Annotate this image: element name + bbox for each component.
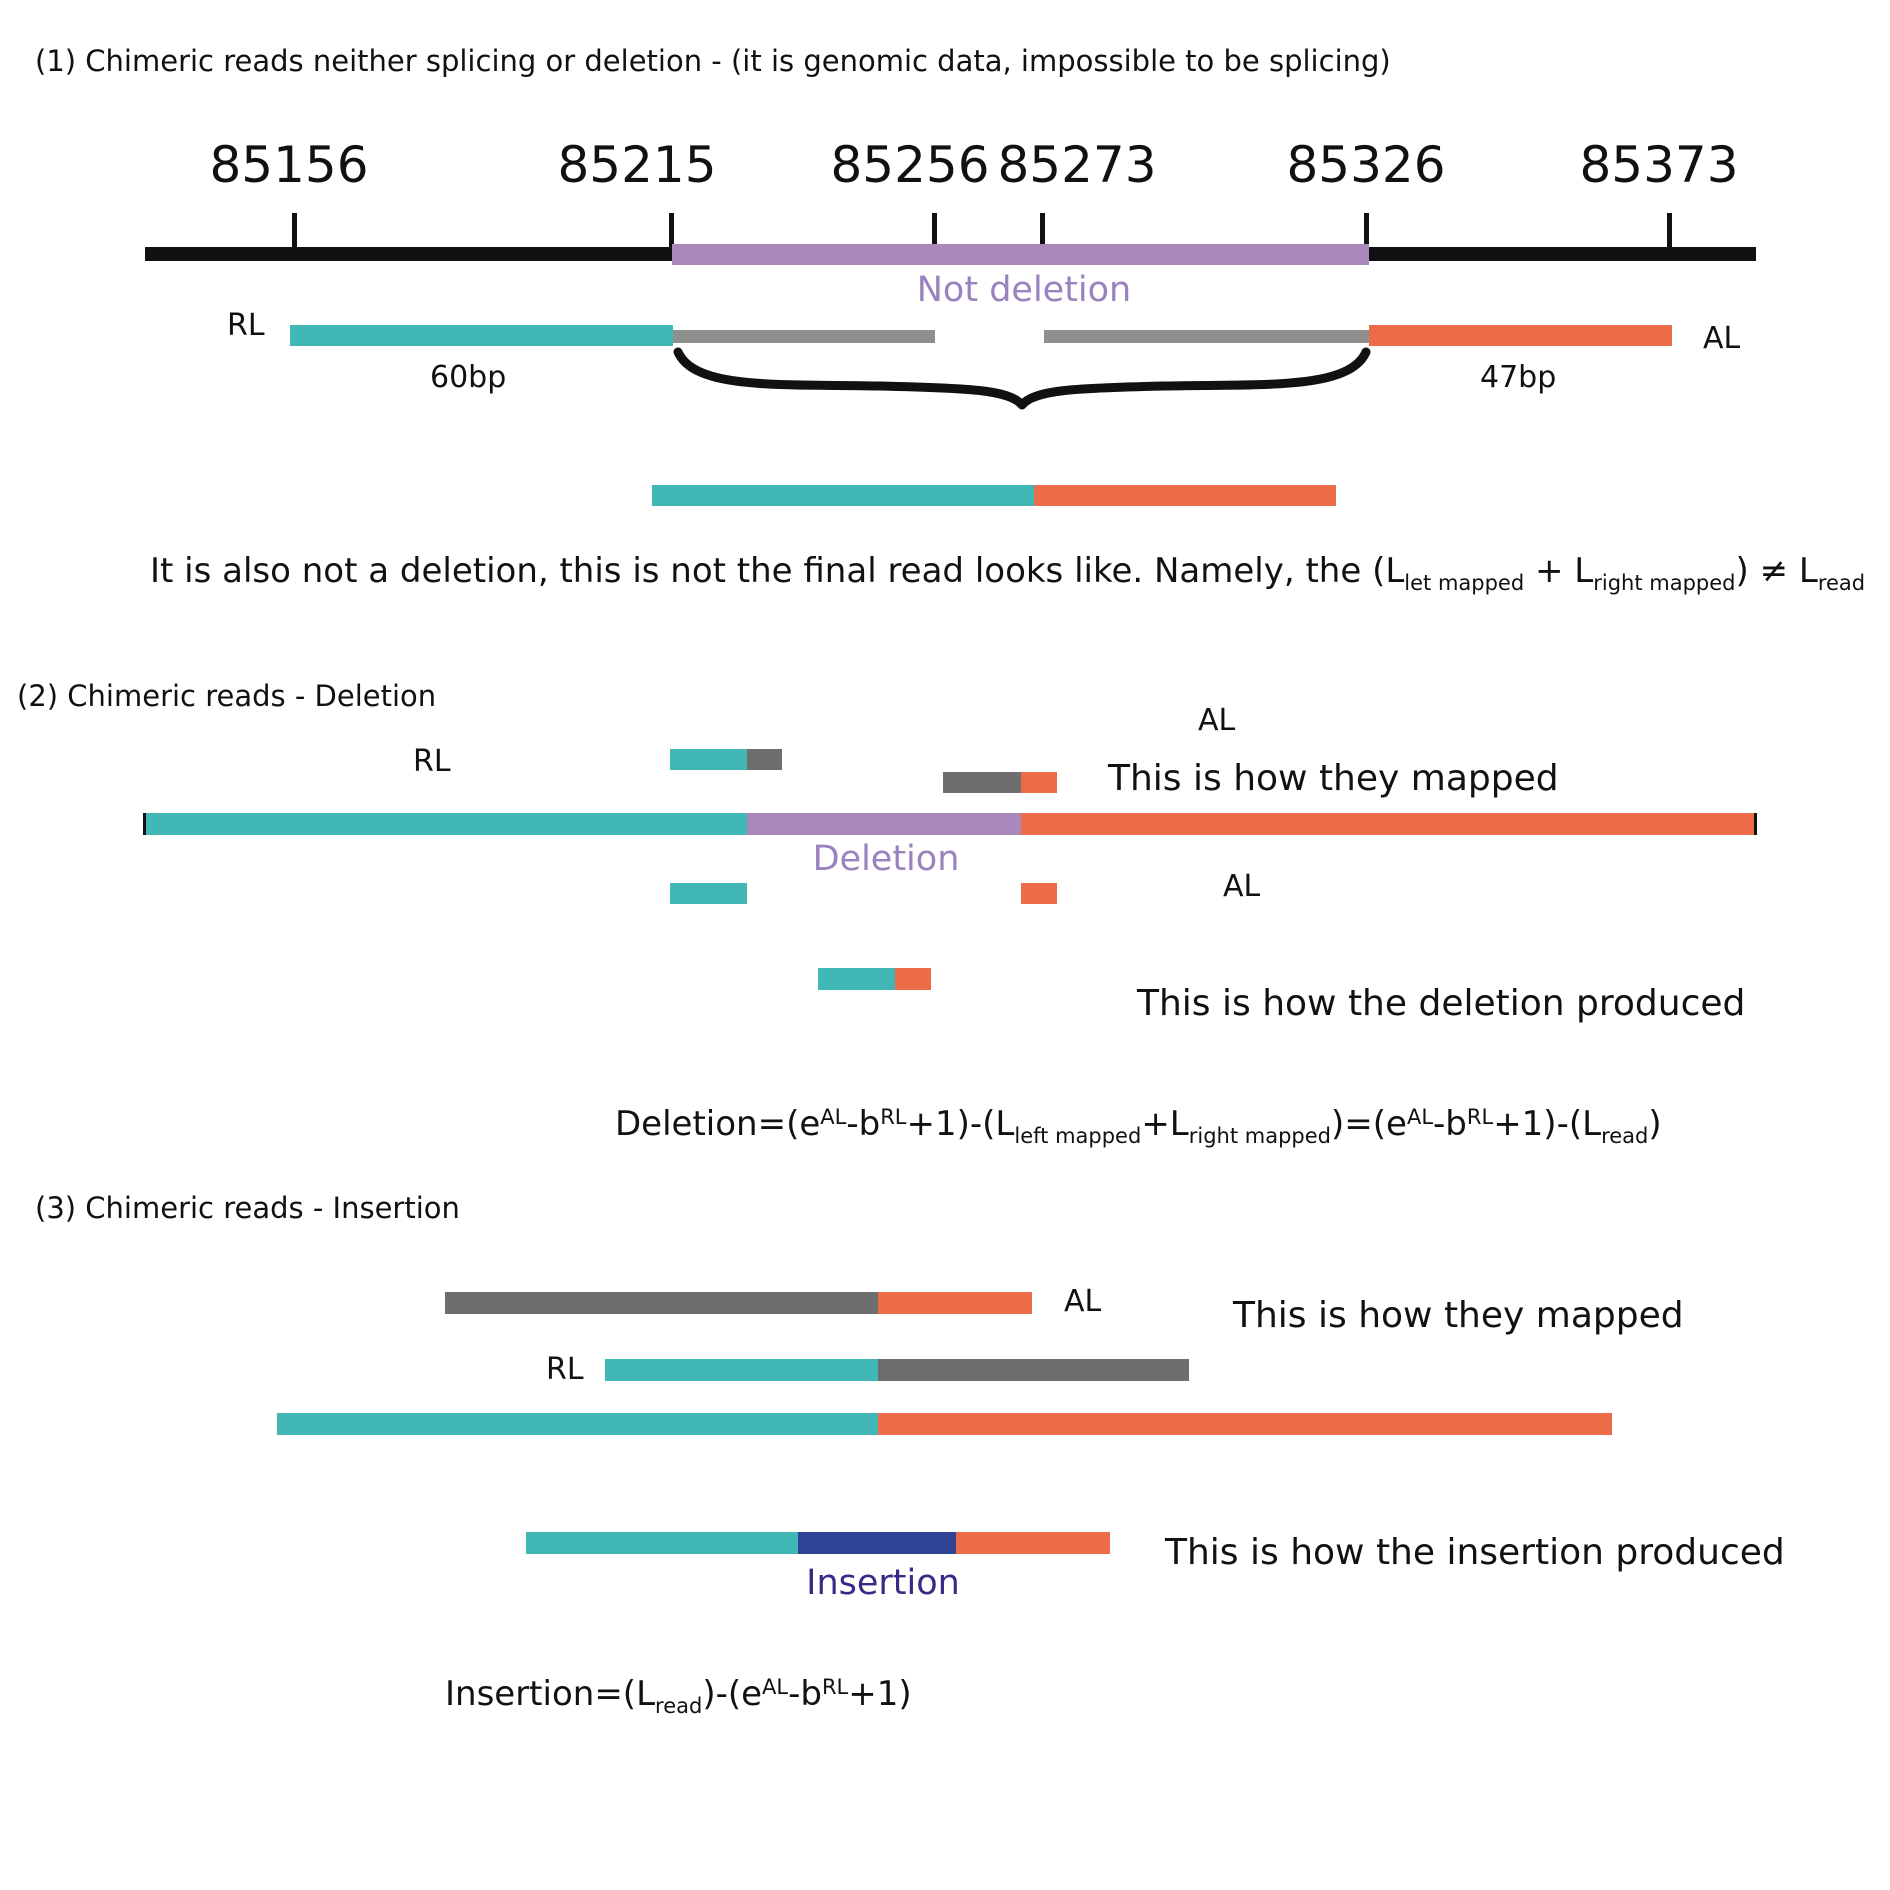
s2-deletion-formula: Deletion=(eAL-bRL+1)-(Lleft mapped+Lrigh… [615,1104,1662,1148]
s1-right-length: 47bp [1480,360,1556,395]
position-label-85373: 85373 [1579,136,1738,194]
position-label-85273: 85273 [997,136,1156,194]
s2-al-label-bottom: AL [1223,869,1261,904]
s2-rl-label: RL [413,744,451,779]
s1-al-mapped-segment [1369,325,1672,346]
axis-tick-85373 [1667,213,1672,253]
s3-reference-left [277,1413,878,1435]
s1-rl-unmapped-segment [673,330,935,343]
s3-rl-label: RL [546,1352,584,1387]
axis-tick-85273 [1040,213,1045,253]
axis-tick-85326 [1364,213,1369,253]
s2-reference-left [145,813,747,835]
s1-merged-read-right [1034,485,1336,506]
s2-rl-retained-segment [670,883,747,904]
s3-mapped-caption: This is how they mapped [1232,1295,1684,1336]
s2-reference-deleted [747,813,1021,835]
s2-al-mapped-segment [1021,772,1057,793]
s1-rl-label: RL [227,308,265,343]
position-label-85256: 85256 [830,136,989,194]
s2-reference-right-end [1754,813,1757,835]
s2-rl-mapped-segment [670,749,747,770]
axis-tick-85215 [669,213,674,253]
s2-mapped-caption: This is how they mapped [1107,758,1559,799]
s2-al-retained-segment [1021,883,1057,904]
s2-produced-caption: This is how the deletion produced [1136,983,1745,1024]
s3-al-mapped-segment [878,1292,1032,1314]
s2-joined-read-right [895,968,931,990]
axis-tick-85256 [932,213,937,253]
position-label-85156: 85156 [209,136,368,194]
s1-al-unmapped-segment [1044,330,1369,343]
s3-inserted-segment [798,1532,956,1554]
s3-insertion-formula: Insertion=(Lread)-(eAL-bRL+1) [445,1674,912,1718]
s3-insertion-label: Insertion [806,1563,960,1603]
axis-tick-85156 [292,213,297,253]
s2-reference-right [1021,813,1756,835]
s1-left-length: 60bp [430,360,506,395]
s2-reference-left-end [143,813,146,835]
s1-merged-read-left [652,485,1034,506]
s2-deletion-label: Deletion [813,839,960,879]
section1-title: (1) Chimeric reads neither splicing or d… [35,44,1391,78]
s2-rl-unmapped-segment [747,749,782,770]
position-label-85326: 85326 [1286,136,1445,194]
s3-al-label: AL [1064,1284,1102,1319]
section3-title: (3) Chimeric reads - Insertion [35,1191,460,1225]
brace-icon [673,347,1371,410]
s3-produced-caption: This is how the insertion produced [1164,1532,1785,1573]
s2-joined-read-left [818,968,895,990]
section2-title: (2) Chimeric reads - Deletion [17,679,436,713]
s3-rl-unmapped-segment [878,1359,1189,1381]
s3-al-unmapped-segment [445,1292,878,1314]
s3-read-left [526,1532,798,1554]
s1-al-label: AL [1703,321,1741,356]
s2-al-label-top: AL [1198,703,1236,738]
s3-reference-right [878,1413,1612,1435]
s2-al-unmapped-segment [943,772,1021,793]
s3-rl-mapped-segment [605,1359,878,1381]
not-deletion-region [672,244,1369,265]
s3-read-right [956,1532,1110,1554]
s1-rl-mapped-segment [290,325,673,346]
not-deletion-label: Not deletion [917,270,1132,310]
position-label-85215: 85215 [557,136,716,194]
s1-note: It is also not a deletion, this is not t… [150,551,1865,595]
